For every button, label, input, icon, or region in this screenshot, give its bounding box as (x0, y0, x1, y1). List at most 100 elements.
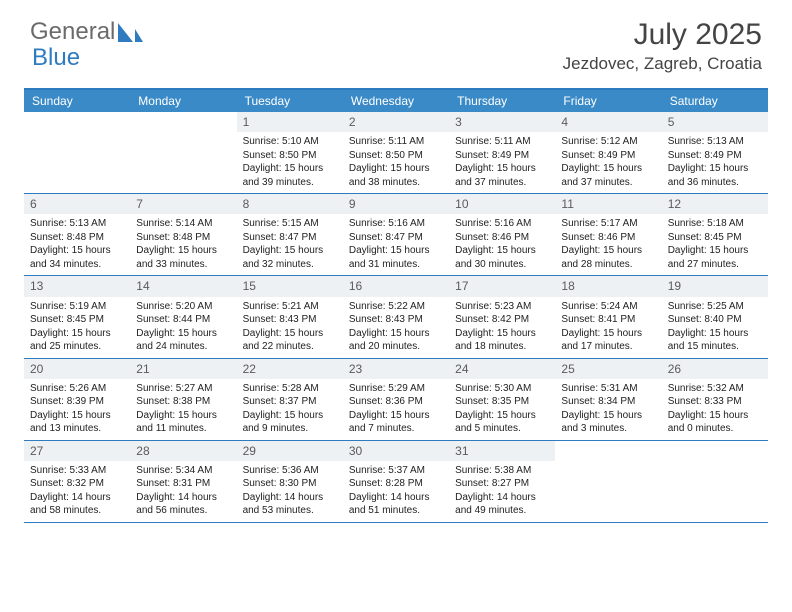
day-body: Sunrise: 5:37 AMSunset: 8:28 PMDaylight:… (343, 461, 449, 522)
daylight-text: Daylight: 15 hours and 38 minutes. (349, 162, 443, 189)
day-number: 31 (449, 441, 555, 461)
daylight-text: Daylight: 15 hours and 11 minutes. (136, 409, 230, 436)
day-body: Sunrise: 5:25 AMSunset: 8:40 PMDaylight:… (662, 297, 768, 358)
day-cell: 24Sunrise: 5:30 AMSunset: 8:35 PMDayligh… (449, 359, 555, 440)
day-cell: 2Sunrise: 5:11 AMSunset: 8:50 PMDaylight… (343, 112, 449, 193)
day-body: Sunrise: 5:17 AMSunset: 8:46 PMDaylight:… (555, 214, 661, 275)
day-of-week-cell: Thursday (449, 90, 555, 112)
sunset-text: Sunset: 8:37 PM (243, 395, 337, 409)
day-number: 1 (237, 112, 343, 132)
day-cell: 11Sunrise: 5:17 AMSunset: 8:46 PMDayligh… (555, 194, 661, 275)
sunset-text: Sunset: 8:49 PM (561, 149, 655, 163)
day-number: 19 (662, 276, 768, 296)
sunset-text: Sunset: 8:38 PM (136, 395, 230, 409)
day-body: Sunrise: 5:24 AMSunset: 8:41 PMDaylight:… (555, 297, 661, 358)
day-body: Sunrise: 5:16 AMSunset: 8:46 PMDaylight:… (449, 214, 555, 275)
sunset-text: Sunset: 8:39 PM (30, 395, 124, 409)
day-number: 30 (343, 441, 449, 461)
daylight-text: Daylight: 15 hours and 5 minutes. (455, 409, 549, 436)
daylight-text: Daylight: 15 hours and 27 minutes. (668, 244, 762, 271)
day-cell: 26Sunrise: 5:32 AMSunset: 8:33 PMDayligh… (662, 359, 768, 440)
day-number: 18 (555, 276, 661, 296)
day-body: Sunrise: 5:11 AMSunset: 8:50 PMDaylight:… (343, 132, 449, 193)
day-cell: 18Sunrise: 5:24 AMSunset: 8:41 PMDayligh… (555, 276, 661, 357)
sunset-text: Sunset: 8:28 PM (349, 477, 443, 491)
day-cell: 20Sunrise: 5:26 AMSunset: 8:39 PMDayligh… (24, 359, 130, 440)
sunrise-text: Sunrise: 5:30 AM (455, 382, 549, 396)
sunrise-text: Sunrise: 5:11 AM (349, 135, 443, 149)
sunset-text: Sunset: 8:49 PM (455, 149, 549, 163)
sunrise-text: Sunrise: 5:19 AM (30, 300, 124, 314)
sunrise-text: Sunrise: 5:34 AM (136, 464, 230, 478)
day-cell: 4Sunrise: 5:12 AMSunset: 8:49 PMDaylight… (555, 112, 661, 193)
day-cell: 10Sunrise: 5:16 AMSunset: 8:46 PMDayligh… (449, 194, 555, 275)
day-body: Sunrise: 5:31 AMSunset: 8:34 PMDaylight:… (555, 379, 661, 440)
sunrise-text: Sunrise: 5:20 AM (136, 300, 230, 314)
day-body: Sunrise: 5:10 AMSunset: 8:50 PMDaylight:… (237, 132, 343, 193)
sunrise-text: Sunrise: 5:25 AM (668, 300, 762, 314)
sunrise-text: Sunrise: 5:37 AM (349, 464, 443, 478)
daylight-text: Daylight: 15 hours and 20 minutes. (349, 327, 443, 354)
day-cell (555, 441, 661, 522)
day-body: Sunrise: 5:27 AMSunset: 8:38 PMDaylight:… (130, 379, 236, 440)
daylight-text: Daylight: 15 hours and 18 minutes. (455, 327, 549, 354)
sunset-text: Sunset: 8:47 PM (349, 231, 443, 245)
sunrise-text: Sunrise: 5:11 AM (455, 135, 549, 149)
sunrise-text: Sunrise: 5:29 AM (349, 382, 443, 396)
day-number: 11 (555, 194, 661, 214)
sunrise-text: Sunrise: 5:13 AM (30, 217, 124, 231)
daylight-text: Daylight: 15 hours and 36 minutes. (668, 162, 762, 189)
day-number: 17 (449, 276, 555, 296)
sunset-text: Sunset: 8:40 PM (668, 313, 762, 327)
sunset-text: Sunset: 8:30 PM (243, 477, 337, 491)
sunrise-text: Sunrise: 5:21 AM (243, 300, 337, 314)
location-text: Jezdovec, Zagreb, Croatia (563, 54, 762, 74)
day-body: Sunrise: 5:33 AMSunset: 8:32 PMDaylight:… (24, 461, 130, 522)
day-body: Sunrise: 5:34 AMSunset: 8:31 PMDaylight:… (130, 461, 236, 522)
day-cell (662, 441, 768, 522)
day-number: 27 (24, 441, 130, 461)
week-row: 20Sunrise: 5:26 AMSunset: 8:39 PMDayligh… (24, 359, 768, 441)
day-cell (24, 112, 130, 193)
daylight-text: Daylight: 15 hours and 33 minutes. (136, 244, 230, 271)
day-cell: 30Sunrise: 5:37 AMSunset: 8:28 PMDayligh… (343, 441, 449, 522)
daylight-text: Daylight: 14 hours and 53 minutes. (243, 491, 337, 518)
day-number: 21 (130, 359, 236, 379)
day-number: 12 (662, 194, 768, 214)
day-number: 16 (343, 276, 449, 296)
sunrise-text: Sunrise: 5:12 AM (561, 135, 655, 149)
day-of-week-cell: Saturday (662, 90, 768, 112)
day-cell: 17Sunrise: 5:23 AMSunset: 8:42 PMDayligh… (449, 276, 555, 357)
sunset-text: Sunset: 8:47 PM (243, 231, 337, 245)
day-body: Sunrise: 5:19 AMSunset: 8:45 PMDaylight:… (24, 297, 130, 358)
day-of-week-cell: Sunday (24, 90, 130, 112)
day-of-week-cell: Monday (130, 90, 236, 112)
sunrise-text: Sunrise: 5:24 AM (561, 300, 655, 314)
day-number (555, 441, 661, 461)
calendar: SundayMondayTuesdayWednesdayThursdayFrid… (24, 88, 768, 523)
daylight-text: Daylight: 14 hours and 56 minutes. (136, 491, 230, 518)
day-number: 20 (24, 359, 130, 379)
day-cell: 15Sunrise: 5:21 AMSunset: 8:43 PMDayligh… (237, 276, 343, 357)
sunset-text: Sunset: 8:44 PM (136, 313, 230, 327)
daylight-text: Daylight: 14 hours and 58 minutes. (30, 491, 124, 518)
sunrise-text: Sunrise: 5:17 AM (561, 217, 655, 231)
daylight-text: Daylight: 15 hours and 30 minutes. (455, 244, 549, 271)
brand-line2: Blue (32, 44, 80, 72)
day-number: 8 (237, 194, 343, 214)
sunset-text: Sunset: 8:43 PM (243, 313, 337, 327)
day-body: Sunrise: 5:29 AMSunset: 8:36 PMDaylight:… (343, 379, 449, 440)
day-number (662, 441, 768, 461)
day-cell: 8Sunrise: 5:15 AMSunset: 8:47 PMDaylight… (237, 194, 343, 275)
day-body: Sunrise: 5:23 AMSunset: 8:42 PMDaylight:… (449, 297, 555, 358)
day-cell: 25Sunrise: 5:31 AMSunset: 8:34 PMDayligh… (555, 359, 661, 440)
day-cell: 27Sunrise: 5:33 AMSunset: 8:32 PMDayligh… (24, 441, 130, 522)
day-body: Sunrise: 5:36 AMSunset: 8:30 PMDaylight:… (237, 461, 343, 522)
day-body: Sunrise: 5:21 AMSunset: 8:43 PMDaylight:… (237, 297, 343, 358)
week-row: 1Sunrise: 5:10 AMSunset: 8:50 PMDaylight… (24, 112, 768, 194)
day-cell: 22Sunrise: 5:28 AMSunset: 8:37 PMDayligh… (237, 359, 343, 440)
day-body: Sunrise: 5:13 AMSunset: 8:49 PMDaylight:… (662, 132, 768, 193)
day-of-week-cell: Wednesday (343, 90, 449, 112)
sunset-text: Sunset: 8:42 PM (455, 313, 549, 327)
sunset-text: Sunset: 8:48 PM (30, 231, 124, 245)
